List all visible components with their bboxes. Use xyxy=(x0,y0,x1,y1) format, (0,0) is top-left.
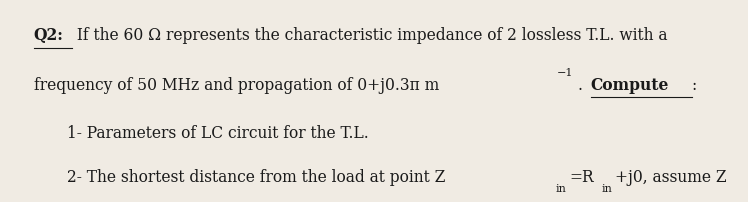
Text: Q2:: Q2: xyxy=(34,27,64,44)
Text: .: . xyxy=(578,77,588,94)
Text: Compute: Compute xyxy=(591,77,669,94)
Text: If the 60 Ω represents the characteristic impedance of 2 lossless T.L. with a: If the 60 Ω represents the characteristi… xyxy=(73,27,668,44)
Text: frequency of 50 MHz and propagation of 0+j0.3π m: frequency of 50 MHz and propagation of 0… xyxy=(34,77,439,94)
Text: =R: =R xyxy=(569,169,594,186)
Text: 2- The shortest distance from the load at point Z: 2- The shortest distance from the load a… xyxy=(67,169,446,186)
Text: :: : xyxy=(692,77,697,94)
Text: −1: −1 xyxy=(557,68,573,78)
Text: +j0, assume Z: +j0, assume Z xyxy=(616,169,727,186)
Text: in: in xyxy=(556,184,566,194)
Text: 1- Parameters of LC circuit for the T.L.: 1- Parameters of LC circuit for the T.L. xyxy=(67,125,369,142)
Text: in: in xyxy=(601,184,612,194)
